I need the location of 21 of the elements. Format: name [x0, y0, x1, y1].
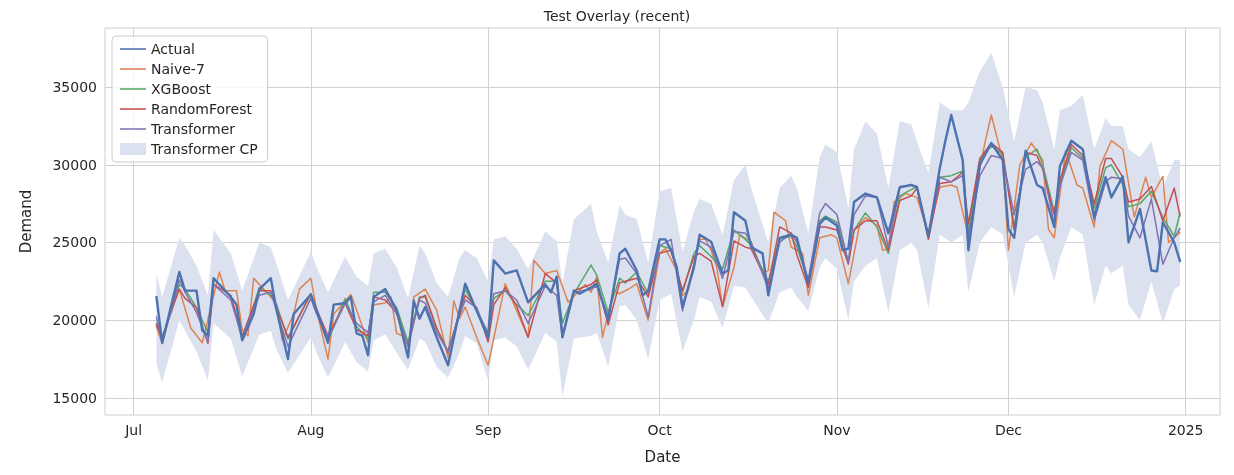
- x-tick-label: Jul: [124, 422, 143, 438]
- legend-label: RandomForest: [151, 101, 253, 117]
- legend-label: Actual: [151, 41, 195, 57]
- x-axis-title: Date: [644, 447, 681, 466]
- y-tick-label: 25000: [52, 234, 97, 251]
- y-tick-label: 30000: [52, 156, 97, 173]
- y-tick-label: 35000: [52, 79, 97, 96]
- x-tick-label: Aug: [297, 422, 325, 438]
- x-tick-label: Sep: [474, 422, 502, 438]
- legend-label: Naive-7: [151, 61, 205, 77]
- annotation: Transformer CP: [150, 141, 258, 157]
- x-tick-label: Dec: [994, 422, 1022, 438]
- y-tick-label: 20000: [52, 312, 97, 329]
- legend-label: Transformer: [150, 121, 236, 137]
- y-axis-title: Demand: [16, 189, 35, 254]
- y-tick-label: 15000: [52, 389, 97, 406]
- legend-label: XGBoost: [151, 81, 212, 97]
- chart-title: Test Overlay (recent): [542, 8, 691, 24]
- x-tick-label: Oct: [647, 422, 673, 438]
- x-tick-label: Nov: [823, 422, 851, 438]
- x-tick-label: 2025: [1167, 422, 1204, 438]
